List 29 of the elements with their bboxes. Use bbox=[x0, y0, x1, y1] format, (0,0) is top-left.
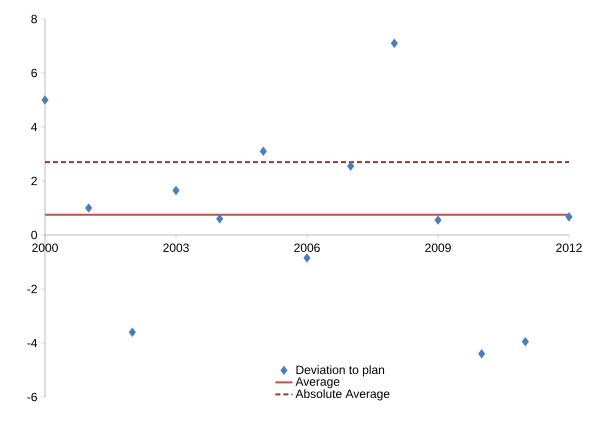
y-tick-label: 0 bbox=[31, 230, 38, 240]
y-tick-label: 4 bbox=[31, 122, 38, 132]
legend-label: Deviation to plan bbox=[296, 365, 384, 376]
point bbox=[434, 215, 442, 225]
y-tick-label: 6 bbox=[31, 68, 37, 78]
y-tick-label: 8 bbox=[31, 14, 37, 24]
point bbox=[260, 146, 267, 156]
point bbox=[522, 336, 529, 346]
point bbox=[41, 95, 49, 105]
point bbox=[216, 214, 224, 224]
x-tick-label: 2000 bbox=[32, 244, 58, 252]
legend-label: Absolute Average bbox=[296, 389, 390, 400]
x-tick-label: 2009 bbox=[425, 244, 451, 252]
point bbox=[128, 328, 136, 337]
point bbox=[390, 38, 398, 48]
y-tick-label: -4 bbox=[27, 338, 38, 348]
legend-label: Average bbox=[296, 377, 340, 388]
y-tick-label: -2 bbox=[27, 284, 37, 294]
point bbox=[85, 203, 92, 213]
x-tick-label: 2003 bbox=[163, 244, 189, 252]
y-tick-label: -6 bbox=[27, 392, 37, 402]
point bbox=[303, 253, 311, 263]
x-tick-label: 2006 bbox=[294, 244, 320, 252]
point bbox=[172, 186, 180, 196]
point bbox=[478, 349, 486, 358]
x-tick-label: 2012 bbox=[556, 244, 582, 252]
point bbox=[347, 161, 354, 171]
y-tick-label: 2 bbox=[31, 176, 37, 186]
point bbox=[565, 212, 573, 222]
